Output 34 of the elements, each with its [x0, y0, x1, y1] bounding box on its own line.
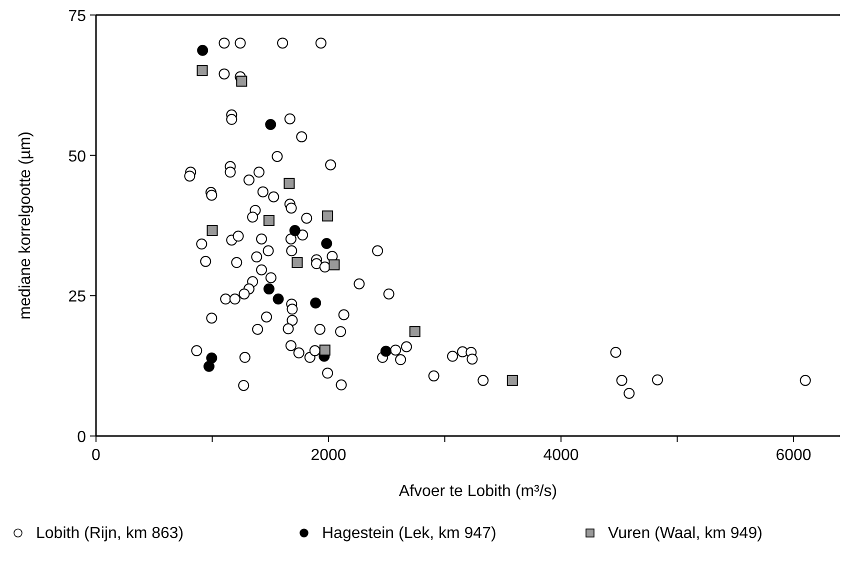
point: [321, 238, 332, 249]
point: [206, 225, 218, 236]
point: [506, 374, 518, 386]
x-tick-label: 4000: [543, 447, 579, 464]
point: [380, 346, 392, 357]
point: [206, 352, 218, 364]
point: [197, 44, 208, 56]
legend-label: Hagestein (Lek, km 947): [322, 525, 496, 542]
point: [322, 210, 334, 222]
point: [292, 257, 303, 268]
point: [263, 214, 274, 226]
y-axis-title: mediane korrelgootte (µm): [17, 132, 34, 320]
legend-label: Vuren (Waal, km 949): [608, 525, 762, 542]
point: [272, 294, 284, 305]
x-axis-title: Afvoer te Lobith (m³/s): [398, 483, 558, 500]
point: [263, 283, 274, 294]
legend-label: Lobith (Rijn, km 863): [36, 525, 184, 542]
x-tick-label: 0: [92, 447, 101, 464]
point: [284, 178, 295, 189]
point: [328, 259, 340, 270]
point: [409, 326, 420, 338]
y-tick-label: 50: [68, 148, 86, 166]
point: [236, 76, 248, 87]
point: [310, 297, 322, 308]
x-tick-label: 2000: [310, 447, 346, 464]
y-tick-label: 75: [68, 8, 86, 25]
x-tick-label: 6000: [776, 447, 812, 464]
point: [289, 225, 300, 236]
y-tick-label: 0: [77, 429, 86, 446]
point: [203, 360, 214, 372]
point: [319, 344, 330, 356]
point: [196, 65, 208, 76]
point: [265, 118, 276, 130]
y-tick-label: 25: [68, 288, 86, 306]
